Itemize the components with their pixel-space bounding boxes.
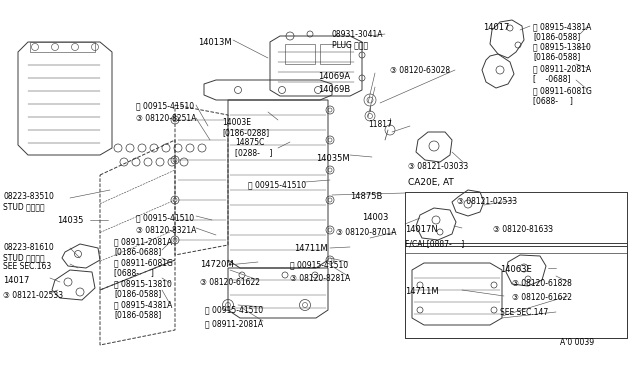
Text: 11817: 11817 bbox=[368, 120, 392, 129]
Text: 14017: 14017 bbox=[3, 276, 29, 285]
Bar bbox=[285, 44, 315, 64]
Text: 14003: 14003 bbox=[362, 213, 388, 222]
Text: ③ 08120-61828: ③ 08120-61828 bbox=[512, 279, 572, 288]
Text: 14720M: 14720M bbox=[200, 260, 234, 269]
Text: Ⓝ 08911-6081G
[0688-     ]: Ⓝ 08911-6081G [0688- ] bbox=[533, 86, 592, 105]
Text: Ⓥ 08915-13810
[0186-0588]: Ⓥ 08915-13810 [0186-0588] bbox=[533, 42, 591, 61]
Text: 14711M: 14711M bbox=[294, 244, 328, 253]
Text: 14875B: 14875B bbox=[350, 192, 382, 201]
Text: 14069A: 14069A bbox=[318, 72, 350, 81]
Text: F/CAL[0887-    ]: F/CAL[0887- ] bbox=[405, 239, 464, 248]
Text: ③ 08120-81633: ③ 08120-81633 bbox=[493, 225, 553, 234]
Text: 08223-83510
STUD スタッド: 08223-83510 STUD スタッド bbox=[3, 192, 54, 211]
Text: Ⓥ 08915-4381A
[0186-0588]: Ⓥ 08915-4381A [0186-0588] bbox=[114, 300, 172, 320]
Text: Ⓥ 08915-13810
[0186-0588]: Ⓥ 08915-13810 [0186-0588] bbox=[114, 279, 172, 298]
Bar bbox=[405, 243, 627, 338]
Text: A'0 0039: A'0 0039 bbox=[560, 338, 594, 347]
Text: 08223-81610
STUD スタッド: 08223-81610 STUD スタッド bbox=[3, 243, 54, 262]
Text: ③ 08120-8321A: ③ 08120-8321A bbox=[136, 226, 196, 235]
Text: 14003E
[0186-0288]: 14003E [0186-0288] bbox=[222, 118, 269, 137]
Text: CA20E, AT: CA20E, AT bbox=[408, 178, 454, 187]
Text: 08931-3041A
PLUG プラグ: 08931-3041A PLUG プラグ bbox=[332, 30, 383, 49]
Text: ③ 08120-8251A: ③ 08120-8251A bbox=[136, 114, 196, 123]
Text: 14035M: 14035M bbox=[316, 154, 349, 163]
Text: Ⓥ 00915-41510: Ⓥ 00915-41510 bbox=[290, 260, 348, 269]
Text: 14017N: 14017N bbox=[405, 225, 438, 234]
Text: 14069B: 14069B bbox=[318, 85, 350, 94]
Text: Ⓥ 00915-41510: Ⓥ 00915-41510 bbox=[136, 101, 194, 110]
Text: 14063E: 14063E bbox=[500, 265, 532, 274]
Text: Ⓥ 00915-41510: Ⓥ 00915-41510 bbox=[248, 180, 306, 189]
Text: SEE SEC.147: SEE SEC.147 bbox=[500, 308, 548, 317]
Text: ③ 08120-61622: ③ 08120-61622 bbox=[200, 278, 260, 287]
Text: 14711M: 14711M bbox=[405, 287, 438, 296]
Bar bbox=[320, 44, 350, 64]
Text: 14035: 14035 bbox=[57, 216, 83, 225]
Text: Ⓥ 00915-41510: Ⓥ 00915-41510 bbox=[205, 305, 263, 314]
Text: ③ 08120-8281A: ③ 08120-8281A bbox=[290, 274, 350, 283]
Text: Ⓝ 08911-6081G
[0688-     ]: Ⓝ 08911-6081G [0688- ] bbox=[114, 258, 173, 278]
Text: Ⓝ 08911-2081A: Ⓝ 08911-2081A bbox=[205, 319, 263, 328]
Text: ③ 08120-61622: ③ 08120-61622 bbox=[512, 293, 572, 302]
Text: 14875C
[0288-    ]: 14875C [0288- ] bbox=[235, 138, 273, 157]
Text: ③ 08121-02533: ③ 08121-02533 bbox=[457, 197, 517, 206]
Text: Ⓥ 00915-41510: Ⓥ 00915-41510 bbox=[136, 213, 194, 222]
Text: Ⓝ 08911-2081A
[    -0688]: Ⓝ 08911-2081A [ -0688] bbox=[533, 64, 591, 83]
Text: Ⓥ 08915-4381A
[0186-0588]: Ⓥ 08915-4381A [0186-0588] bbox=[533, 22, 591, 41]
Text: Ⓝ 08911-2081A
[0186-0688]: Ⓝ 08911-2081A [0186-0688] bbox=[114, 237, 172, 256]
Text: 14013M: 14013M bbox=[198, 38, 232, 47]
Text: SEE SEC.163: SEE SEC.163 bbox=[3, 262, 51, 271]
Text: 14017: 14017 bbox=[483, 23, 509, 32]
Text: ③ 08121-03033: ③ 08121-03033 bbox=[408, 162, 468, 171]
Text: ③ 08120-63028: ③ 08120-63028 bbox=[390, 66, 450, 75]
Text: ③ 08120-8701A: ③ 08120-8701A bbox=[336, 228, 397, 237]
Text: ③ 08121-02533: ③ 08121-02533 bbox=[3, 291, 63, 300]
